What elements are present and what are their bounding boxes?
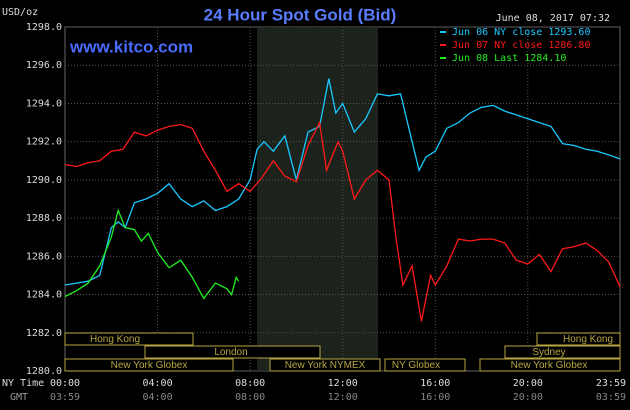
x2-tick-label: 12:00 [328,392,358,403]
x-tick-label: 00:00 [50,378,80,389]
session-label: Hong Kong [563,334,613,345]
x2-tick-label: 20:00 [513,392,543,403]
chart-title: 24 Hour Spot Gold (Bid) [204,5,397,24]
session-box [64,358,234,372]
session-label: NY Globex [392,360,440,371]
legend-label: Jun 08 Last 1284.10 [452,53,566,64]
session-box [64,332,194,346]
legend-label: Jun 07 NY close 1286.80 [452,40,590,51]
legend-label: Jun 06 NY close 1293.60 [452,27,590,38]
session-box [269,358,381,372]
session-label: New York Globex [111,360,188,371]
y-tick-label: 1284.0 [26,290,62,301]
y-tick-label: 1286.0 [26,251,62,262]
timestamp: June 08, 2017 07:32 [496,13,610,24]
session-box [144,345,321,359]
session-label: London [214,347,247,358]
session-label: Sydney [532,347,565,358]
session-label: New York NYMEX [285,360,366,371]
website: www.kitco.com [69,37,193,56]
x-tick-label: 16:00 [420,378,450,389]
series-line [64,208,240,300]
x-tick-label: 08:00 [235,378,265,389]
session-box [536,332,621,346]
y-tick-label: 1298.0 [26,22,62,33]
y-tick-label: 1282.0 [26,328,62,339]
session-box [479,358,621,372]
y-tick-label: 1290.0 [26,175,62,186]
x-axis-label: NY Time [2,378,44,389]
session-box [504,345,621,359]
y-unit: USD/oz [2,7,38,18]
session-box [384,358,466,372]
y-tick-label: 1292.0 [26,137,62,148]
sessions: Hong Kong London New York Globex New Yor… [64,332,621,372]
series-line [64,78,621,286]
x-tick-label: 04:00 [143,378,173,389]
x-tick-label: 12:00 [328,378,358,389]
x2-tick-label: 04:00 [143,392,173,403]
x2-axis-label: GMT [10,392,28,403]
y-tick-label: 1280.0 [26,366,62,377]
x2-tick-label: 03:59 [50,392,80,403]
y-tick-label: 1294.0 [26,98,62,109]
x-tick-label: 20:00 [513,378,543,389]
y-tick-label: 1296.0 [26,60,62,71]
x2-tick-label: 16:00 [420,392,450,403]
session-label: New York Globex [511,360,588,371]
x-tick-label: 23:59 [596,378,626,389]
session-label: Hong Kong [90,334,140,345]
nymex-shade [257,27,378,371]
y-tick-label: 1288.0 [26,213,62,224]
series-line [64,120,621,322]
x2-tick-label: 03:59 [596,392,626,403]
x2-tick-label: 08:00 [235,392,265,403]
